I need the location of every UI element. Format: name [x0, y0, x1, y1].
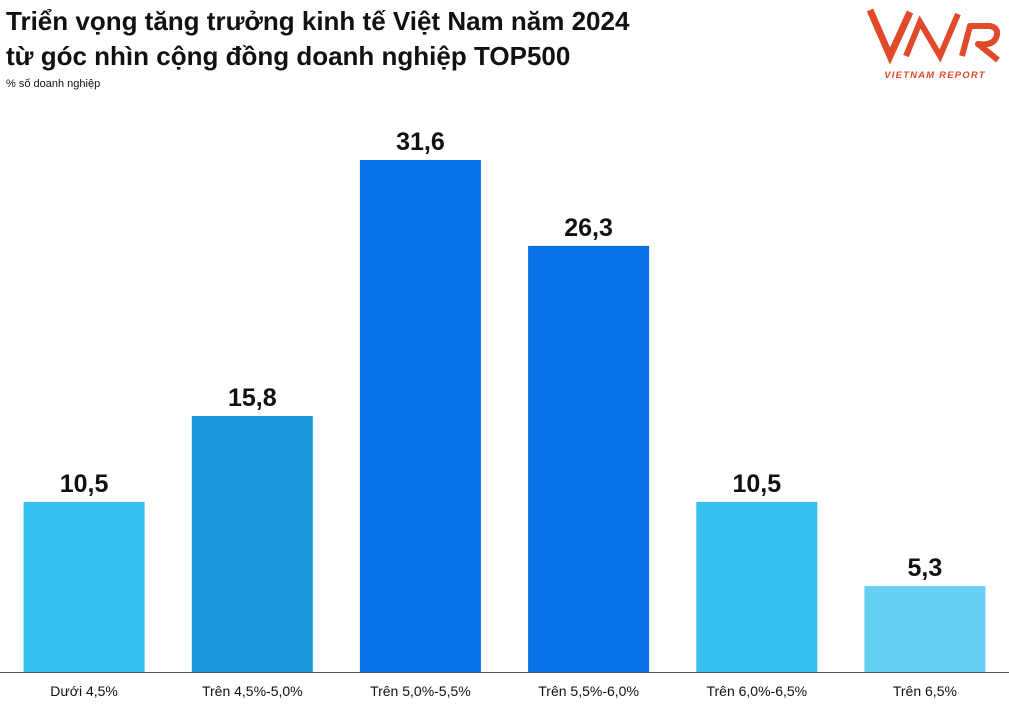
bars-layer	[23, 160, 986, 672]
bar-5	[696, 501, 818, 672]
vietnam-report-logo: VIETNAM REPORT	[866, 4, 1006, 86]
bar-value-label-2: 15,8	[228, 384, 277, 412]
bar-value-label-3: 31,6	[396, 128, 445, 156]
y-axis-unit-label: % số doanh nghiệp	[6, 78, 101, 90]
category-label-1: Dưới 4,5%	[50, 683, 118, 699]
bar-value-label-6: 5,3	[908, 554, 943, 582]
vnr-logo-mark-icon	[866, 8, 1001, 65]
category-label-2: Trên 4,5%-5,0%	[202, 683, 303, 699]
bar-3	[359, 160, 481, 672]
category-label-5: Trên 6,0%-6,5%	[706, 683, 807, 699]
chart-title-line-1: Triển vọng tăng trưởng kinh tế Việt Nam …	[6, 6, 630, 36]
bar-1	[23, 501, 145, 672]
bar-value-label-5: 10,5	[732, 470, 781, 498]
bar-2	[191, 416, 313, 672]
bar-value-label-4: 26,3	[564, 214, 613, 242]
labels-layer: 10,5 Dưới 4,5% 15,8 Trên 4,5%-5,0% 31,6 Trên …	[50, 128, 957, 699]
bar-4	[528, 245, 650, 672]
chart-title-line-2: từ góc nhìn cộng đồng doanh nghiệp TOP50…	[6, 41, 571, 71]
bar-6	[864, 586, 986, 672]
category-label-6: Trên 6,5%	[893, 683, 957, 699]
logo-caption: VIETNAM REPORT	[884, 70, 986, 81]
bar-value-label-1: 10,5	[60, 470, 109, 498]
chart-title-block: Triển vọng tăng trưởng kinh tế Việt Nam …	[6, 4, 786, 91]
category-label-4: Trên 5,5%-6,0%	[538, 683, 639, 699]
category-label-3: Trên 5,0%-5,5%	[370, 683, 471, 699]
